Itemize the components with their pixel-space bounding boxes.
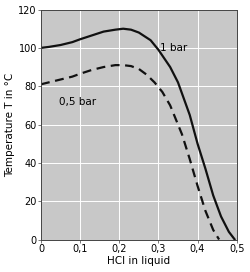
Text: 0,5 bar: 0,5 bar xyxy=(58,97,96,107)
X-axis label: HCl in liquid: HCl in liquid xyxy=(107,256,170,267)
Text: 1 bar: 1 bar xyxy=(160,43,188,53)
Y-axis label: Temperature T in °C: Temperature T in °C xyxy=(6,72,16,177)
